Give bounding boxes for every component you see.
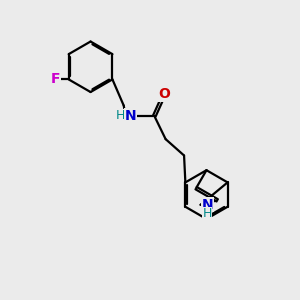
Text: H: H — [202, 207, 212, 220]
Text: N: N — [125, 109, 136, 123]
Text: H: H — [116, 110, 125, 122]
Text: F: F — [51, 72, 60, 86]
Text: O: O — [158, 87, 170, 101]
Text: N: N — [201, 198, 213, 212]
